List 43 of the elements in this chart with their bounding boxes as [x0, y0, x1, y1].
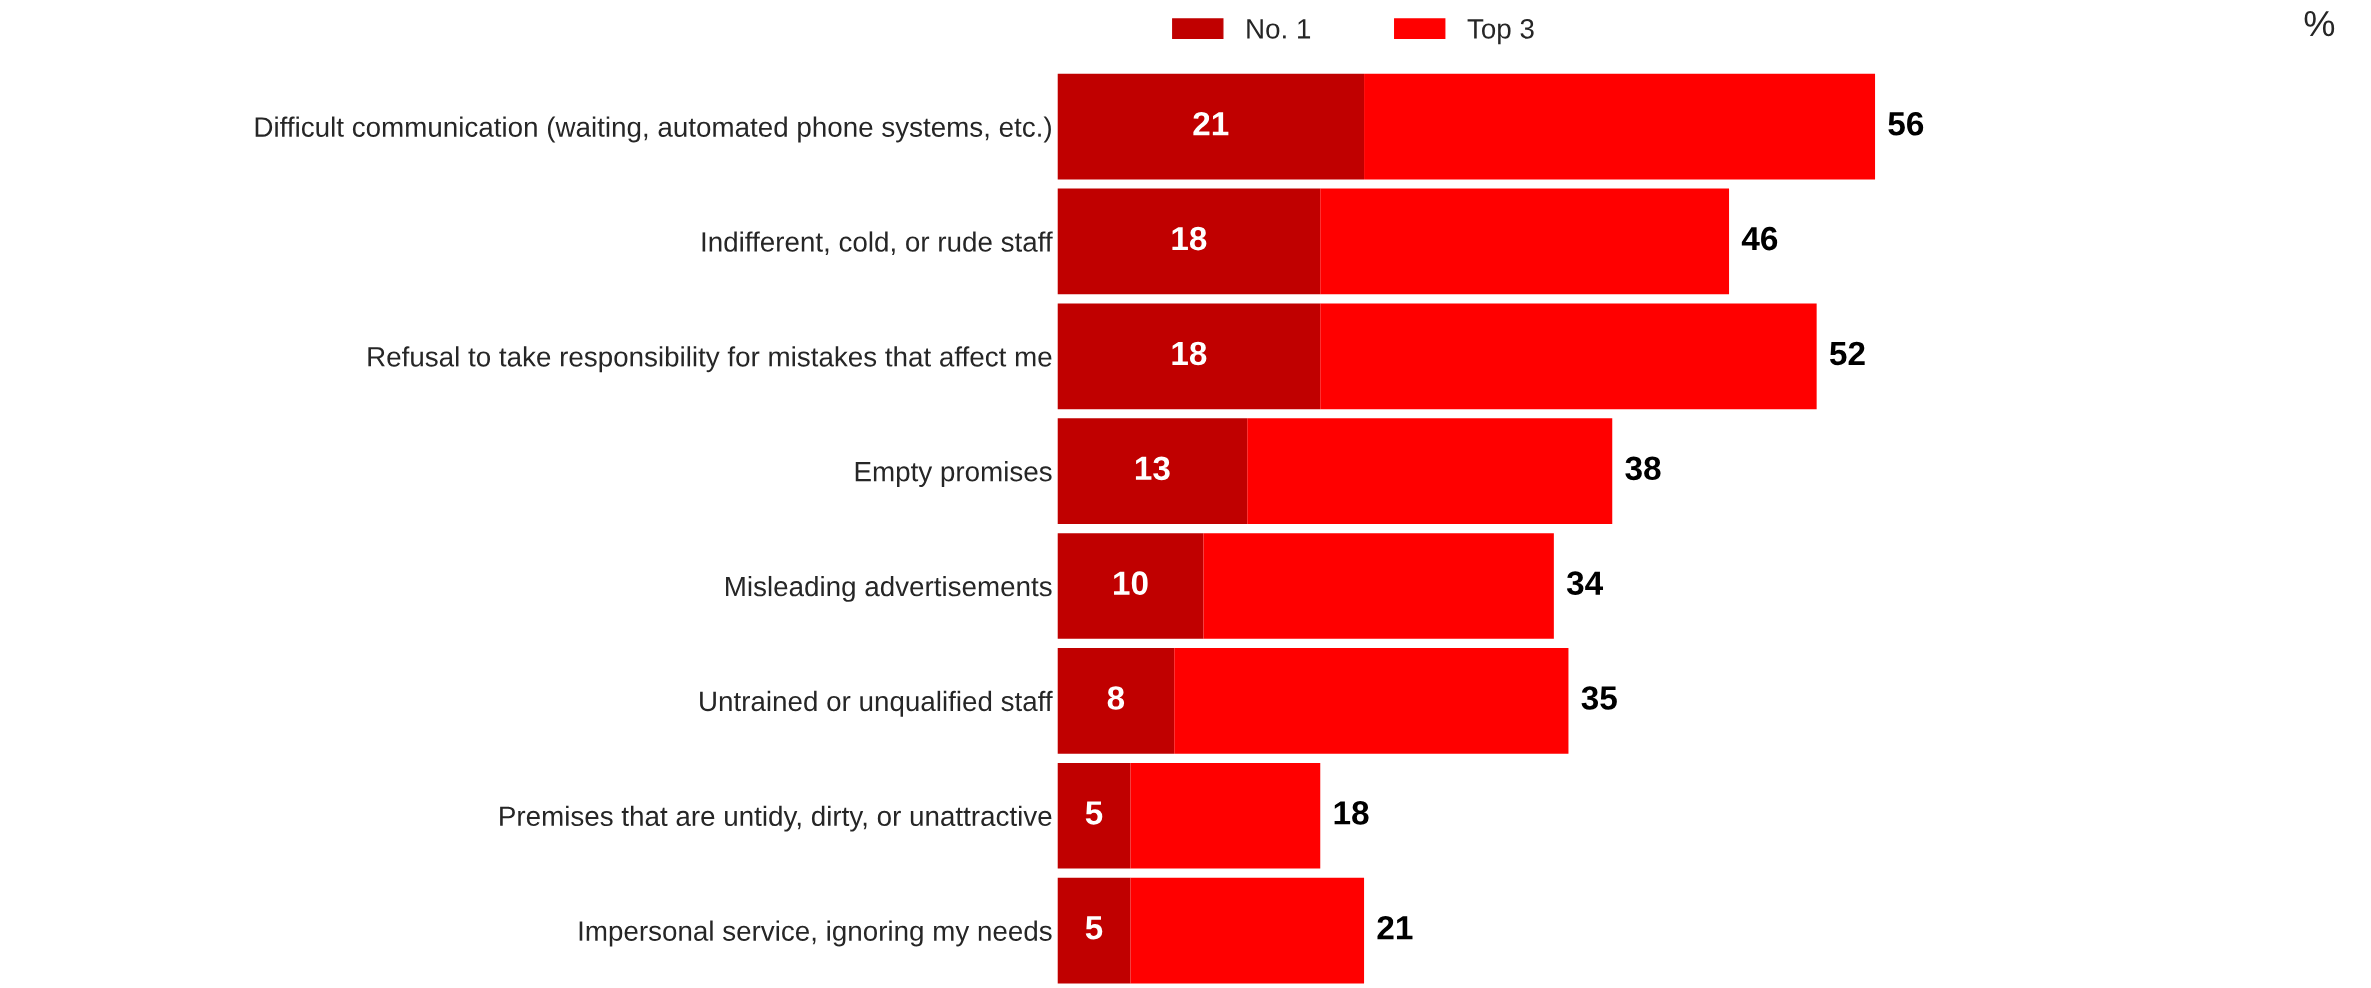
bar — [1247, 418, 1613, 524]
y-tick-label: Misleading advertisements — [726, 575, 1052, 602]
data-label: 13 — [1135, 456, 1170, 481]
bar — [1057, 648, 1175, 754]
y-tick-label: Difficult communication (waiting, automated phone systems, etc.) — [255, 116, 1051, 143]
y-tick-label: Empty promises — [855, 461, 1052, 487]
total-label: 34 — [1566, 571, 1604, 595]
data-label: 21 — [1193, 111, 1229, 136]
bar — [1174, 648, 1569, 754]
bar — [1320, 303, 1817, 410]
y-tick-label: Impersonal service, ignoring my needs — [579, 920, 1052, 947]
bar — [1130, 762, 1321, 869]
data-label: 18 — [1172, 226, 1207, 251]
data-label: 18 — [1172, 341, 1207, 366]
bar — [1057, 533, 1204, 639]
data-label: 10 — [1114, 571, 1148, 595]
y-tick-label: Untrained or unqualified staff — [700, 690, 1053, 717]
legend-label: No. 1 — [1247, 19, 1311, 39]
y-tick-label: Refusal to take responsibility for mistakes that affect me — [368, 346, 1052, 373]
bar — [1057, 188, 1321, 295]
total-label: 21 — [1377, 915, 1413, 940]
data-label: 5 — [1085, 916, 1103, 940]
total-label: 56 — [1888, 111, 1924, 136]
bar — [1057, 762, 1131, 869]
bar — [1057, 73, 1365, 180]
bar — [1057, 877, 1131, 984]
bar — [1203, 533, 1554, 639]
total-label: 18 — [1334, 801, 1369, 825]
total-label: 38 — [1625, 456, 1661, 481]
legend-label: Top 3 — [1467, 19, 1534, 45]
total-label: 46 — [1741, 226, 1778, 251]
y-tick-label: Indifferent, cold, or rude staff — [702, 231, 1053, 256]
bar — [1320, 188, 1730, 295]
data-label: 8 — [1107, 686, 1125, 710]
y-tick-label: Premises that are untidy, dirty, or unattractive — [500, 805, 1052, 832]
bar — [1364, 73, 1876, 180]
total-label: 52 — [1829, 341, 1865, 366]
bar — [1057, 418, 1248, 524]
data-label: 5 — [1085, 801, 1103, 825]
bar — [1057, 303, 1321, 410]
text: % — [2304, 10, 2335, 37]
total-label: 35 — [1581, 686, 1617, 710]
bar — [1130, 877, 1365, 984]
